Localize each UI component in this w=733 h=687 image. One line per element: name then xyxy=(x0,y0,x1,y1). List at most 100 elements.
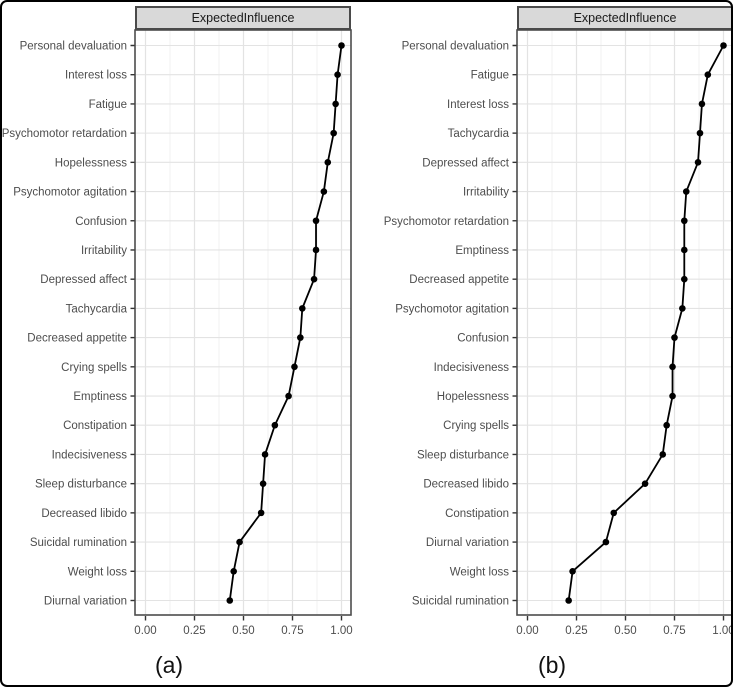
y-axis-label: Emptiness xyxy=(73,391,127,403)
y-axis-label: Decreased appetite xyxy=(27,333,127,345)
data-point xyxy=(330,129,337,137)
data-point xyxy=(230,567,237,575)
y-axis-label: Irritability xyxy=(463,187,509,199)
data-point xyxy=(332,100,339,108)
y-axis-label: Personal devaluation xyxy=(20,41,127,53)
dotplot-panel-a: Personal devaluation Interest loss Fatigue… xyxy=(2,29,353,637)
caption-a: (a) xyxy=(154,652,184,678)
y-axis-label: Emptiness xyxy=(455,245,509,257)
data-point xyxy=(310,275,318,283)
data-point xyxy=(669,363,676,371)
y-axis-label: Indecisiveness xyxy=(52,449,128,461)
data-point xyxy=(320,188,328,195)
y-axis-label: Depressed affect xyxy=(40,274,128,286)
x-axis-tick-label: 0.75 xyxy=(281,625,303,637)
y-axis-label: Psychomotor retardation xyxy=(384,216,509,228)
y-axis-label: Diurnal variation xyxy=(44,596,127,608)
y-axis-label: Sleep disturbance xyxy=(417,449,509,461)
data-point xyxy=(610,509,618,517)
data-point xyxy=(696,129,704,137)
data-point xyxy=(641,480,649,487)
x-axis-tick-label: 0.25 xyxy=(183,625,205,637)
data-point xyxy=(226,597,234,604)
y-axis-label: Fatigue xyxy=(471,70,509,82)
data-point xyxy=(602,538,610,546)
data-point xyxy=(704,71,712,79)
data-point xyxy=(324,159,332,166)
data-point xyxy=(659,451,667,458)
y-axis-label: Sleep disturbance xyxy=(35,479,127,491)
y-axis-label: Decreased libido xyxy=(423,479,509,491)
x-axis-tick-label: 1.00 xyxy=(712,625,733,637)
data-point xyxy=(681,217,688,225)
data-point xyxy=(569,567,576,575)
y-axis-label: Constipation xyxy=(63,420,127,432)
strip-title-a: ExpectedInfluence xyxy=(191,11,295,25)
y-axis-label: Decreased appetite xyxy=(409,274,509,286)
data-point xyxy=(681,275,688,283)
x-axis-tick-label: 0.50 xyxy=(232,625,254,637)
panel-border xyxy=(516,29,731,616)
data-point xyxy=(285,392,292,400)
x-axis-tick-label: 0.25 xyxy=(565,625,587,637)
y-axis-label: Hopelessness xyxy=(437,391,509,403)
data-point xyxy=(720,42,727,49)
y-axis-label: Indecisiveness xyxy=(434,362,510,374)
data-point xyxy=(291,363,298,371)
y-axis-label: Crying spells xyxy=(61,362,127,374)
caption-b: (b) xyxy=(537,652,567,678)
data-point xyxy=(271,421,279,429)
y-axis-label: Depressed affect xyxy=(422,157,510,169)
data-point xyxy=(312,217,320,225)
y-axis-label: Irritability xyxy=(81,245,127,257)
data-point xyxy=(698,100,706,108)
x-axis-tick-label: 0.50 xyxy=(614,625,636,637)
facet-strip-b: ExpectedInfluence xyxy=(517,6,731,30)
y-axis-label: Interest loss xyxy=(447,99,509,111)
y-axis-label: Weight loss xyxy=(450,566,509,578)
y-axis-label: Fatigue xyxy=(89,99,127,111)
x-axis-tick-label: 0.75 xyxy=(663,625,685,637)
data-point xyxy=(312,246,320,254)
panel-border xyxy=(134,29,352,616)
y-axis-label: Diurnal variation xyxy=(426,537,509,549)
data-point xyxy=(669,392,676,400)
y-axis-label: Hopelessness xyxy=(55,157,127,169)
dotplot-panel-b: Personal devaluation Fatigue Interest loss… xyxy=(384,29,733,637)
y-axis-label: Suicidal rumination xyxy=(412,596,509,608)
data-point xyxy=(682,188,690,195)
data-point xyxy=(297,334,304,341)
y-axis-label: Confusion xyxy=(75,216,127,228)
data-point xyxy=(679,305,686,312)
data-point xyxy=(694,159,702,166)
y-axis-label: Psychomotor retardation xyxy=(2,128,127,140)
x-axis-tick-label: 0.00 xyxy=(516,625,538,637)
y-axis-label: Decreased libido xyxy=(41,508,127,520)
y-axis-label: Weight loss xyxy=(68,566,127,578)
y-axis-label: Interest loss xyxy=(65,70,127,82)
x-axis-tick-label: 0.00 xyxy=(134,625,156,637)
plot-area xyxy=(517,30,731,615)
data-point xyxy=(261,451,269,458)
strip-title-b: ExpectedInfluence xyxy=(573,11,677,25)
data-point xyxy=(334,71,341,79)
y-axis-label: Psychomotor agitation xyxy=(13,187,127,199)
x-axis-tick-label: 1.00 xyxy=(330,625,352,637)
y-axis-label: Psychomotor agitation xyxy=(395,303,509,315)
y-axis-label: Confusion xyxy=(457,333,509,345)
data-point xyxy=(338,42,345,49)
data-point xyxy=(671,334,678,341)
y-axis-label: Tachycardia xyxy=(448,128,510,140)
data-point xyxy=(565,597,572,604)
data-point xyxy=(681,246,688,254)
facet-strip-a: ExpectedInfluence xyxy=(135,6,351,30)
y-axis-label: Crying spells xyxy=(443,420,509,432)
data-point xyxy=(663,421,670,429)
y-axis-label: Tachycardia xyxy=(66,303,128,315)
trend-line xyxy=(228,45,343,601)
y-axis-label: Personal devaluation xyxy=(402,41,509,53)
data-point xyxy=(257,509,265,517)
data-point xyxy=(259,480,267,487)
y-axis-label: Constipation xyxy=(445,508,509,520)
trend-line xyxy=(567,45,725,601)
